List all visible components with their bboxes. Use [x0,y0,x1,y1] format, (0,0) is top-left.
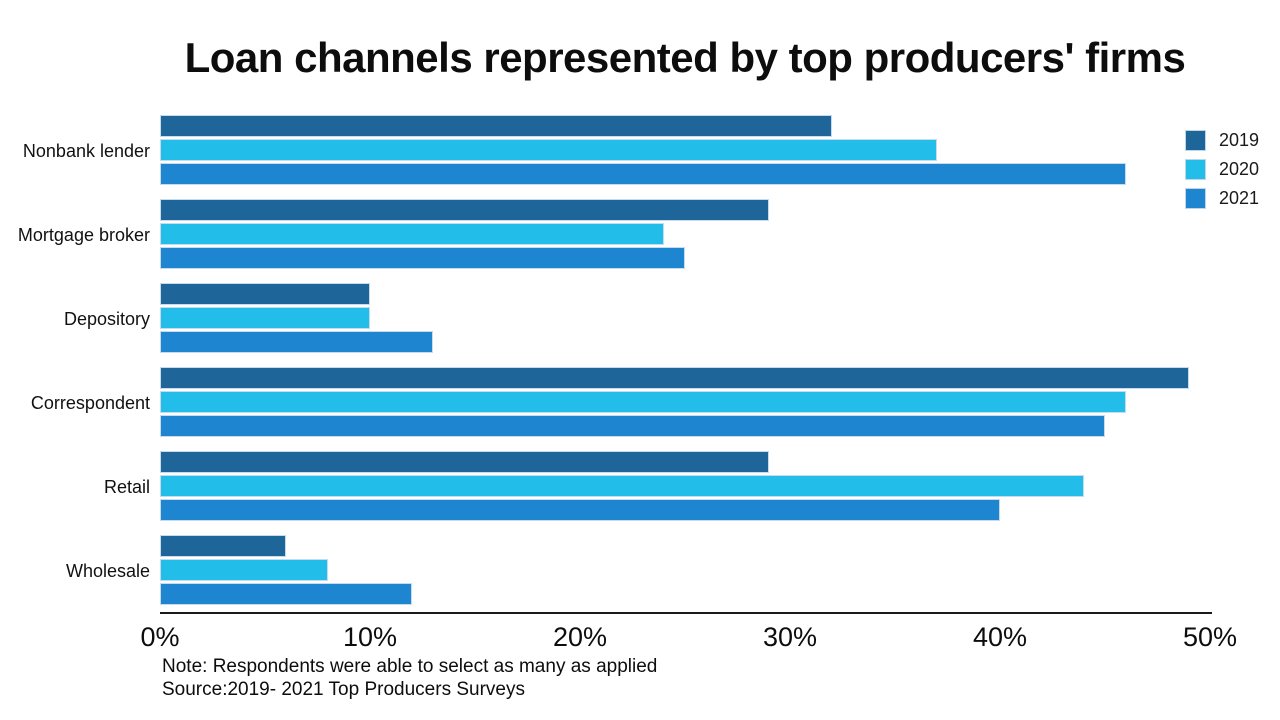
bar-2020-wholesale [160,559,328,581]
legend-label: 2021 [1219,188,1260,208]
bar-2019-wholesale [160,535,286,557]
category-label: Nonbank lender [22,141,150,161]
x-tick-label: 10% [342,622,398,652]
x-tick-label: 20% [552,622,608,652]
category-label: Retail [103,477,150,497]
legend-item: 2020 [1185,159,1259,180]
legend-swatch-2019 [1185,130,1206,151]
chart-source: Source:2019- 2021 Top Producers Surveys [162,679,525,700]
x-tick-label: 40% [972,622,1028,652]
bar-2021-nonbank-lender [160,163,1126,185]
bar-2021-depository [160,331,433,353]
bar-2019-mortgage-broker [160,199,769,221]
bar-2019-depository [160,283,370,305]
bar-2020-nonbank-lender [160,139,937,161]
bar-2021-retail [160,499,1000,521]
bar-2019-correspondent [160,367,1189,389]
bar-2021-wholesale [160,583,412,605]
bar-2021-mortgage-broker [160,247,685,269]
category-label: Correspondent [30,393,150,413]
x-tick-label: 50% [1182,622,1238,652]
category-label: Mortgage broker [17,225,150,245]
chart-note: Note: Respondents were able to select as… [162,656,658,677]
x-axis-line [160,612,1212,614]
legend-item: 2021 [1185,188,1259,209]
legend-label: 2020 [1219,159,1260,179]
legend-item: 2019 [1185,130,1259,151]
category-label: Wholesale [65,561,150,581]
bar-2020-mortgage-broker [160,223,664,245]
x-tick-label: 0% [140,622,180,652]
chart-title: Loan channels represented by top produce… [184,34,1186,81]
bar-2019-retail [160,451,769,473]
bar-2021-correspondent [160,415,1105,437]
category-label: Depository [63,309,150,329]
x-tick-label: 30% [762,622,818,652]
bar-2020-retail [160,475,1084,497]
legend: 2019 2020 2021 [1185,130,1259,217]
legend-swatch-2021 [1185,188,1206,209]
bar-2020-correspondent [160,391,1126,413]
legend-swatch-2020 [1185,159,1206,180]
bar-2019-nonbank-lender [160,115,832,137]
legend-label: 2019 [1219,130,1260,150]
bar-2020-depository [160,307,370,329]
